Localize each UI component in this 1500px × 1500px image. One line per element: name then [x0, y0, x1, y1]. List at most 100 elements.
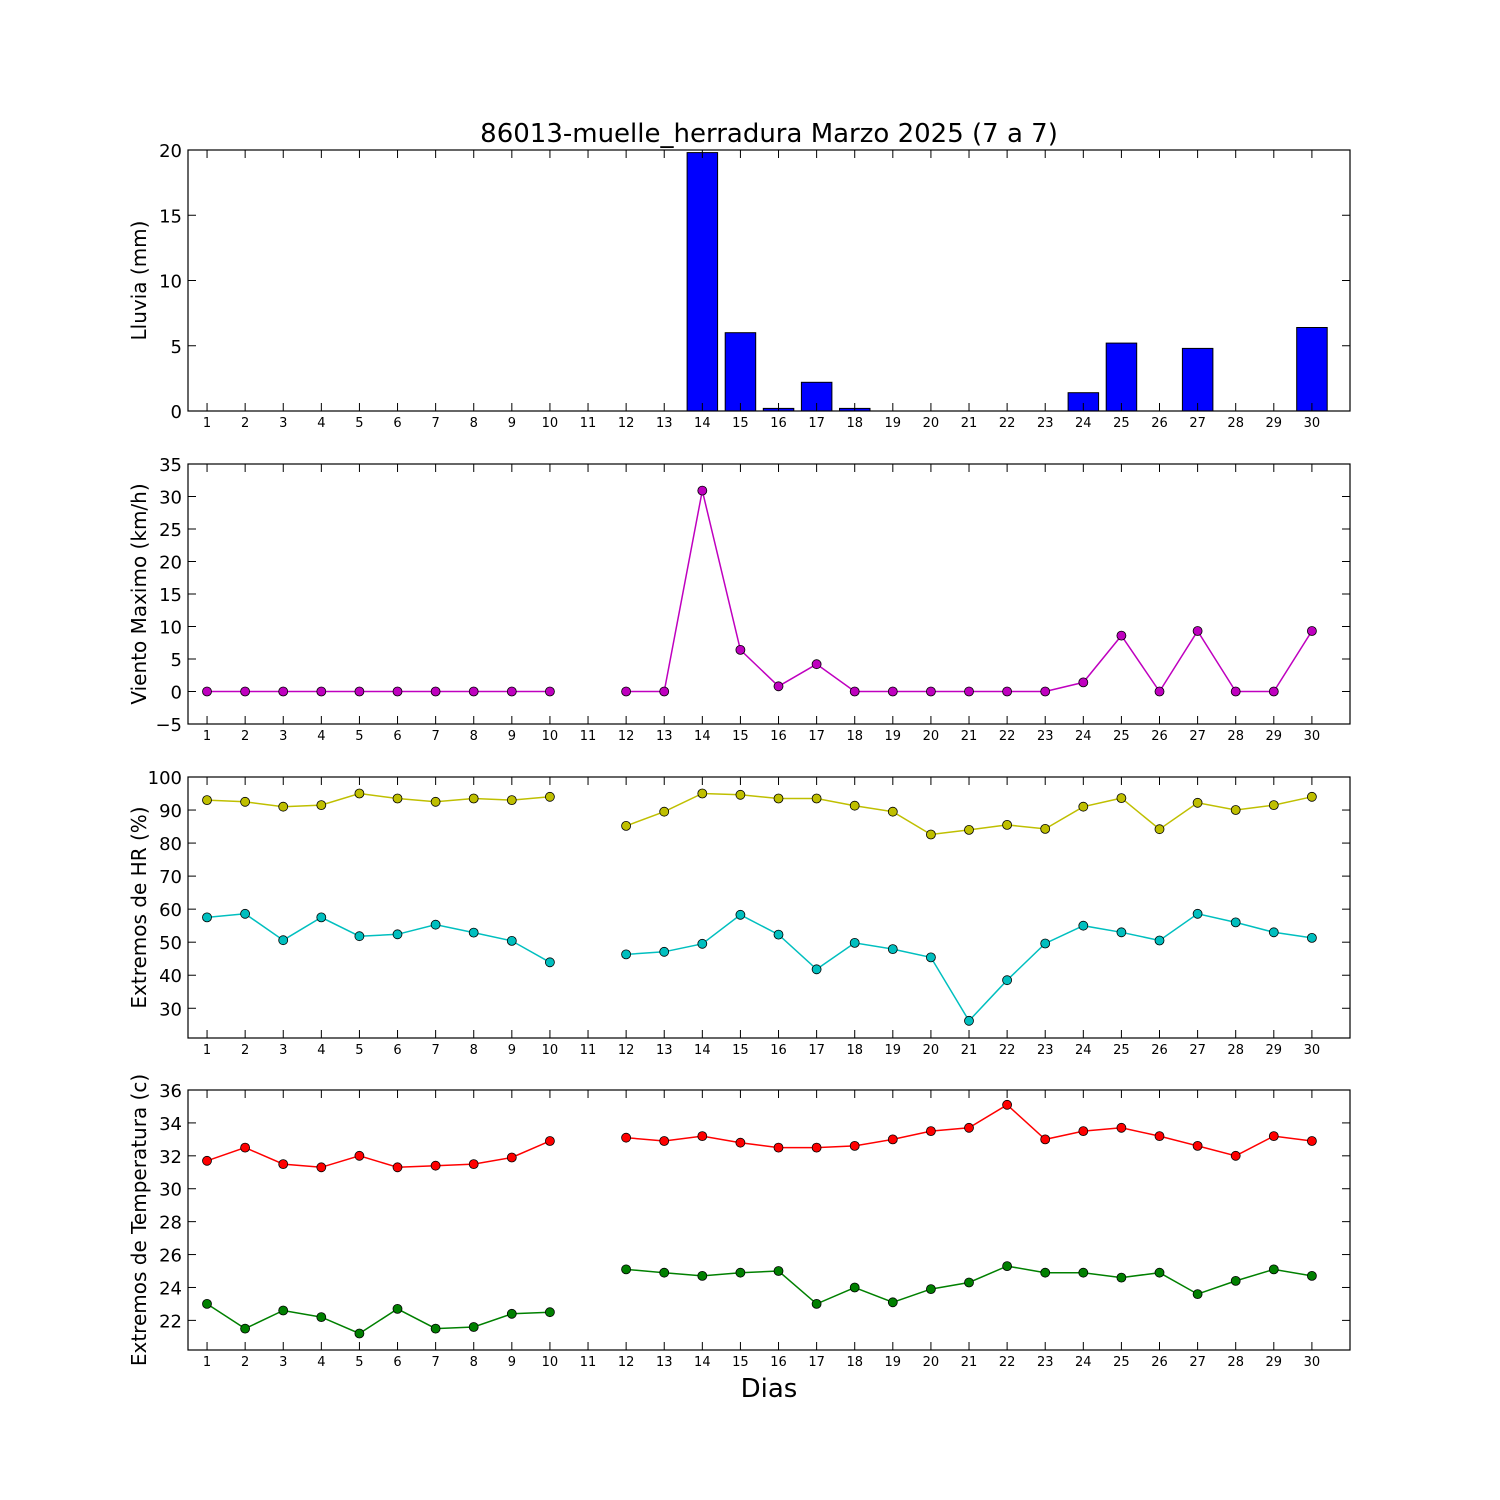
- humedad-xtick-label: 11: [580, 1043, 597, 1058]
- viento-xtick-label: 19: [885, 729, 902, 744]
- temperatura-xtick-label: 6: [393, 1355, 401, 1370]
- lluvia-ytick-label: 0: [171, 402, 182, 423]
- viento-point-0-18: [849, 686, 860, 697]
- temperatura-ytick-label: 24: [159, 1278, 182, 1299]
- viento-xtick-label: 27: [1189, 729, 1206, 744]
- lluvia-y-axis: 0 5 10 15 20: [159, 141, 1350, 423]
- temperatura-point-0-8: [468, 1159, 479, 1169]
- viento-point-0-9: [506, 686, 517, 697]
- temperatura-point-0-12: [621, 1132, 631, 1143]
- viento-ytick-label: 0: [171, 683, 182, 704]
- lluvia-xtick-label: 1: [203, 416, 211, 431]
- humedad-point-0-23: [1040, 824, 1051, 834]
- humedad-point-0-9: [506, 795, 517, 805]
- viento-xtick-label: 28: [1227, 729, 1244, 744]
- viento-point-0-14: [697, 485, 708, 496]
- lluvia-xtick-label: 13: [656, 416, 673, 431]
- humedad-xtick-label: 12: [618, 1043, 635, 1058]
- temperatura-point-0-7: [430, 1160, 441, 1171]
- humedad-point-1-20: [926, 952, 936, 963]
- viento-xtick-label: 9: [508, 729, 516, 744]
- temperatura-point-0-30: [1307, 1136, 1317, 1146]
- temperatura-xtick-label: 10: [542, 1355, 559, 1370]
- lluvia-xtick-label: 16: [770, 416, 787, 431]
- temperatura-series-line-1: [206, 1265, 1313, 1335]
- viento-point-0-4: [316, 686, 327, 697]
- viento-point-0-17: [811, 659, 822, 670]
- lluvia-bar-27: [1181, 347, 1214, 412]
- temperatura-xtick-label: 14: [694, 1355, 711, 1370]
- viento-xtick-label: 2: [241, 729, 249, 744]
- temperatura-point-0-10: [545, 1136, 555, 1146]
- humedad-xtick-label: 19: [885, 1043, 902, 1058]
- viento-xtick-label: 4: [317, 729, 325, 744]
- viento-ytick-label: 5: [171, 650, 182, 671]
- temperatura-point-0-15: [735, 1137, 746, 1148]
- temperatura-plot: [202, 1099, 1317, 1339]
- viento-point-0-19: [887, 686, 898, 697]
- humedad-ytick-label: 80: [159, 834, 182, 855]
- temperatura-point-1-3: [278, 1305, 289, 1316]
- humedad-point-0-16: [773, 793, 784, 804]
- lluvia-bar-17: [800, 381, 833, 412]
- humedad-y-axis: 30 40 50 60 70 80 90 100: [148, 768, 1350, 1020]
- humedad-point-1-15: [735, 909, 746, 920]
- viento-point-0-27: [1192, 626, 1203, 636]
- lluvia-xtick-label: 27: [1189, 416, 1206, 431]
- humedad-point-0-8: [468, 793, 479, 804]
- viento-xtick-label: 10: [542, 729, 559, 744]
- humedad-point-1-2: [240, 908, 251, 919]
- temperatura-point-0-27: [1192, 1141, 1203, 1151]
- humedad-xtick-label: 2: [241, 1043, 249, 1058]
- humedad-point-0-21: [964, 825, 974, 835]
- lluvia-xtick-label: 9: [508, 416, 516, 431]
- temperatura-point-0-14: [697, 1131, 708, 1141]
- humedad-xtick-label: 13: [656, 1043, 673, 1058]
- humedad-point-0-26: [1154, 824, 1165, 835]
- lluvia-xtick-label: 12: [618, 416, 635, 431]
- temperatura-point-0-6: [392, 1162, 403, 1173]
- temperatura-point-1-14: [697, 1271, 708, 1281]
- humedad-point-1-14: [697, 938, 708, 949]
- viento-xtick-label: 15: [732, 729, 749, 744]
- humedad-xtick-label: 9: [508, 1043, 516, 1058]
- temperatura-point-0-21: [964, 1122, 974, 1133]
- humedad-xtick-label: 28: [1227, 1043, 1244, 1058]
- temperatura-xtick-label: 16: [770, 1355, 787, 1370]
- lluvia-xtick-label: 18: [846, 416, 863, 431]
- viento-xtick-label: 18: [846, 729, 863, 744]
- temperatura-point-1-1: [202, 1299, 212, 1309]
- viento-ytick-label: 10: [159, 618, 182, 639]
- lluvia-xtick-label: 29: [1266, 416, 1283, 431]
- temperatura-ytick-label: 32: [159, 1147, 182, 1168]
- lluvia-xtick-label: 11: [580, 416, 597, 431]
- temperatura-xtick-label: 29: [1266, 1355, 1283, 1370]
- viento-xtick-label: 25: [1113, 729, 1130, 744]
- temperatura-y-axis-label: Extremos de Temperatura (c): [127, 1074, 151, 1366]
- viento-point-0-22: [1002, 686, 1012, 697]
- humedad-xtick-label: 18: [846, 1043, 863, 1058]
- temperatura-point-1-15: [735, 1267, 746, 1278]
- temperatura-point-0-17: [811, 1142, 822, 1153]
- lluvia-ytick-label: 10: [159, 272, 182, 293]
- humedad-series-line-0: [206, 792, 1313, 836]
- humedad-ytick-label: 100: [148, 768, 182, 789]
- temperatura-xtick-label: 13: [656, 1355, 673, 1370]
- temperatura-point-1-28: [1230, 1276, 1241, 1286]
- temperatura-xtick-label: 3: [279, 1355, 287, 1370]
- viento-point-0-16: [773, 681, 784, 692]
- humedad-point-1-19: [887, 944, 898, 954]
- viento-xtick-label: 24: [1075, 729, 1092, 744]
- temperatura-point-1-12: [621, 1264, 631, 1275]
- viento-xtick-label: 5: [355, 729, 363, 744]
- temperatura-series-line-0: [206, 1103, 1312, 1169]
- temperatura-xtick-label: 19: [885, 1355, 902, 1370]
- humedad-xtick-label: 25: [1113, 1043, 1130, 1058]
- viento-xtick-label: 26: [1151, 729, 1168, 744]
- x-axis-label: Dias: [741, 1374, 798, 1404]
- humedad-point-1-18: [849, 938, 860, 948]
- humedad-point-1-7: [430, 919, 441, 930]
- humedad-xtick-label: 1: [203, 1043, 211, 1058]
- lluvia-xtick-label: 14: [694, 416, 711, 431]
- viento-ytick-label: 20: [159, 553, 182, 574]
